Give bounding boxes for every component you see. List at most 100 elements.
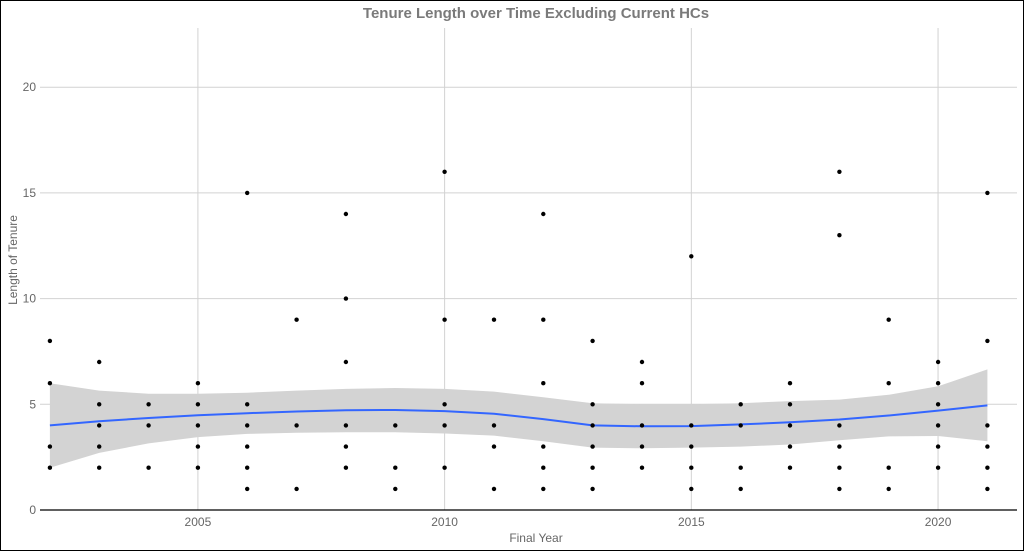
data-point-43 bbox=[491, 317, 497, 322]
data-point-59 bbox=[639, 381, 645, 386]
data-points bbox=[47, 169, 990, 492]
data-point-41 bbox=[491, 444, 497, 449]
data-point-52 bbox=[590, 444, 595, 449]
smooth-trend-line bbox=[49, 404, 988, 428]
data-point-64 bbox=[689, 423, 694, 428]
data-point-67 bbox=[738, 465, 743, 470]
tick-labels: 0 5 10 15 20 2005 2010 2015 2020 bbox=[23, 80, 952, 529]
data-point-9 bbox=[146, 465, 151, 470]
data-point-81 bbox=[886, 486, 891, 492]
data-point-66 bbox=[738, 486, 743, 492]
data-point-13 bbox=[195, 444, 201, 449]
data-point-3 bbox=[47, 338, 53, 344]
data-point-65 bbox=[689, 254, 694, 259]
smooth-line-layer bbox=[49, 404, 988, 428]
data-point-36 bbox=[442, 423, 447, 428]
data-point-74 bbox=[787, 381, 793, 386]
data-point-63 bbox=[689, 444, 694, 449]
confidence-ribbon-layer bbox=[49, 369, 988, 468]
data-point-68 bbox=[738, 423, 743, 428]
data-point-46 bbox=[541, 444, 546, 449]
data-point-77 bbox=[837, 444, 842, 449]
data-point-82 bbox=[886, 465, 891, 470]
data-point-61 bbox=[689, 486, 694, 492]
data-point-25 bbox=[294, 317, 299, 322]
y-tick-label-3: 15 bbox=[23, 186, 37, 200]
data-point-92 bbox=[985, 465, 990, 470]
data-point-76 bbox=[837, 465, 842, 470]
data-point-2 bbox=[47, 381, 53, 386]
data-point-71 bbox=[787, 444, 793, 449]
data-point-12 bbox=[195, 465, 201, 470]
data-point-40 bbox=[491, 486, 497, 492]
data-point-58 bbox=[639, 423, 645, 428]
data-point-60 bbox=[639, 359, 645, 365]
data-point-37 bbox=[442, 402, 447, 407]
data-point-50 bbox=[590, 486, 595, 492]
data-point-90 bbox=[935, 359, 941, 365]
y-tick-label-0: 0 bbox=[29, 503, 36, 517]
data-point-93 bbox=[985, 444, 990, 449]
data-point-73 bbox=[787, 402, 793, 407]
data-point-80 bbox=[837, 169, 842, 174]
y-tick-label-1: 5 bbox=[29, 397, 36, 411]
data-point-31 bbox=[343, 211, 349, 217]
chart-title: Tenure Length over Time Excluding Curren… bbox=[363, 5, 709, 22]
x-tick-label-2: 2015 bbox=[678, 515, 705, 529]
data-point-7 bbox=[97, 402, 102, 407]
data-point-57 bbox=[639, 444, 645, 449]
data-point-75 bbox=[837, 486, 842, 492]
data-point-21 bbox=[245, 402, 250, 407]
data-point-47 bbox=[541, 381, 546, 386]
data-point-29 bbox=[343, 359, 349, 365]
data-point-53 bbox=[590, 423, 595, 428]
data-point-28 bbox=[343, 423, 349, 428]
data-point-5 bbox=[97, 444, 102, 449]
data-point-17 bbox=[245, 486, 250, 492]
data-point-96 bbox=[985, 190, 990, 196]
data-point-11 bbox=[146, 402, 151, 407]
data-point-55 bbox=[590, 338, 595, 344]
data-point-86 bbox=[935, 444, 941, 449]
data-point-20 bbox=[245, 423, 250, 428]
data-point-4 bbox=[97, 465, 102, 470]
data-point-69 bbox=[738, 402, 743, 407]
data-point-16 bbox=[195, 381, 201, 386]
data-point-91 bbox=[985, 486, 990, 492]
data-point-18 bbox=[245, 465, 250, 470]
data-point-34 bbox=[393, 423, 398, 428]
data-point-45 bbox=[541, 465, 546, 470]
data-point-33 bbox=[393, 465, 398, 470]
data-point-30 bbox=[343, 296, 349, 301]
data-point-32 bbox=[393, 486, 398, 492]
data-point-88 bbox=[935, 402, 941, 407]
data-point-6 bbox=[97, 423, 102, 428]
data-point-22 bbox=[245, 190, 250, 196]
data-point-83 bbox=[886, 381, 891, 386]
x-tick-label-0: 2005 bbox=[185, 515, 212, 529]
data-point-89 bbox=[935, 381, 941, 386]
data-point-49 bbox=[541, 211, 546, 217]
data-point-24 bbox=[294, 423, 299, 428]
data-point-44 bbox=[541, 486, 546, 492]
y-axis-title: Length of Tenure bbox=[6, 215, 20, 305]
data-point-35 bbox=[442, 465, 447, 470]
data-point-94 bbox=[985, 423, 990, 428]
confidence-ribbon bbox=[49, 369, 988, 468]
data-point-70 bbox=[787, 465, 793, 470]
data-point-15 bbox=[195, 402, 201, 407]
data-point-8 bbox=[97, 359, 102, 365]
data-point-85 bbox=[935, 465, 941, 470]
data-point-42 bbox=[491, 423, 497, 428]
data-point-23 bbox=[294, 486, 299, 492]
data-point-56 bbox=[639, 465, 645, 470]
data-point-14 bbox=[195, 423, 201, 428]
x-tick-label-1: 2010 bbox=[431, 515, 458, 529]
data-point-48 bbox=[541, 317, 546, 322]
data-point-38 bbox=[442, 317, 447, 322]
data-point-62 bbox=[689, 465, 694, 470]
data-point-84 bbox=[886, 317, 891, 322]
data-point-95 bbox=[985, 338, 990, 344]
data-point-19 bbox=[245, 444, 250, 449]
